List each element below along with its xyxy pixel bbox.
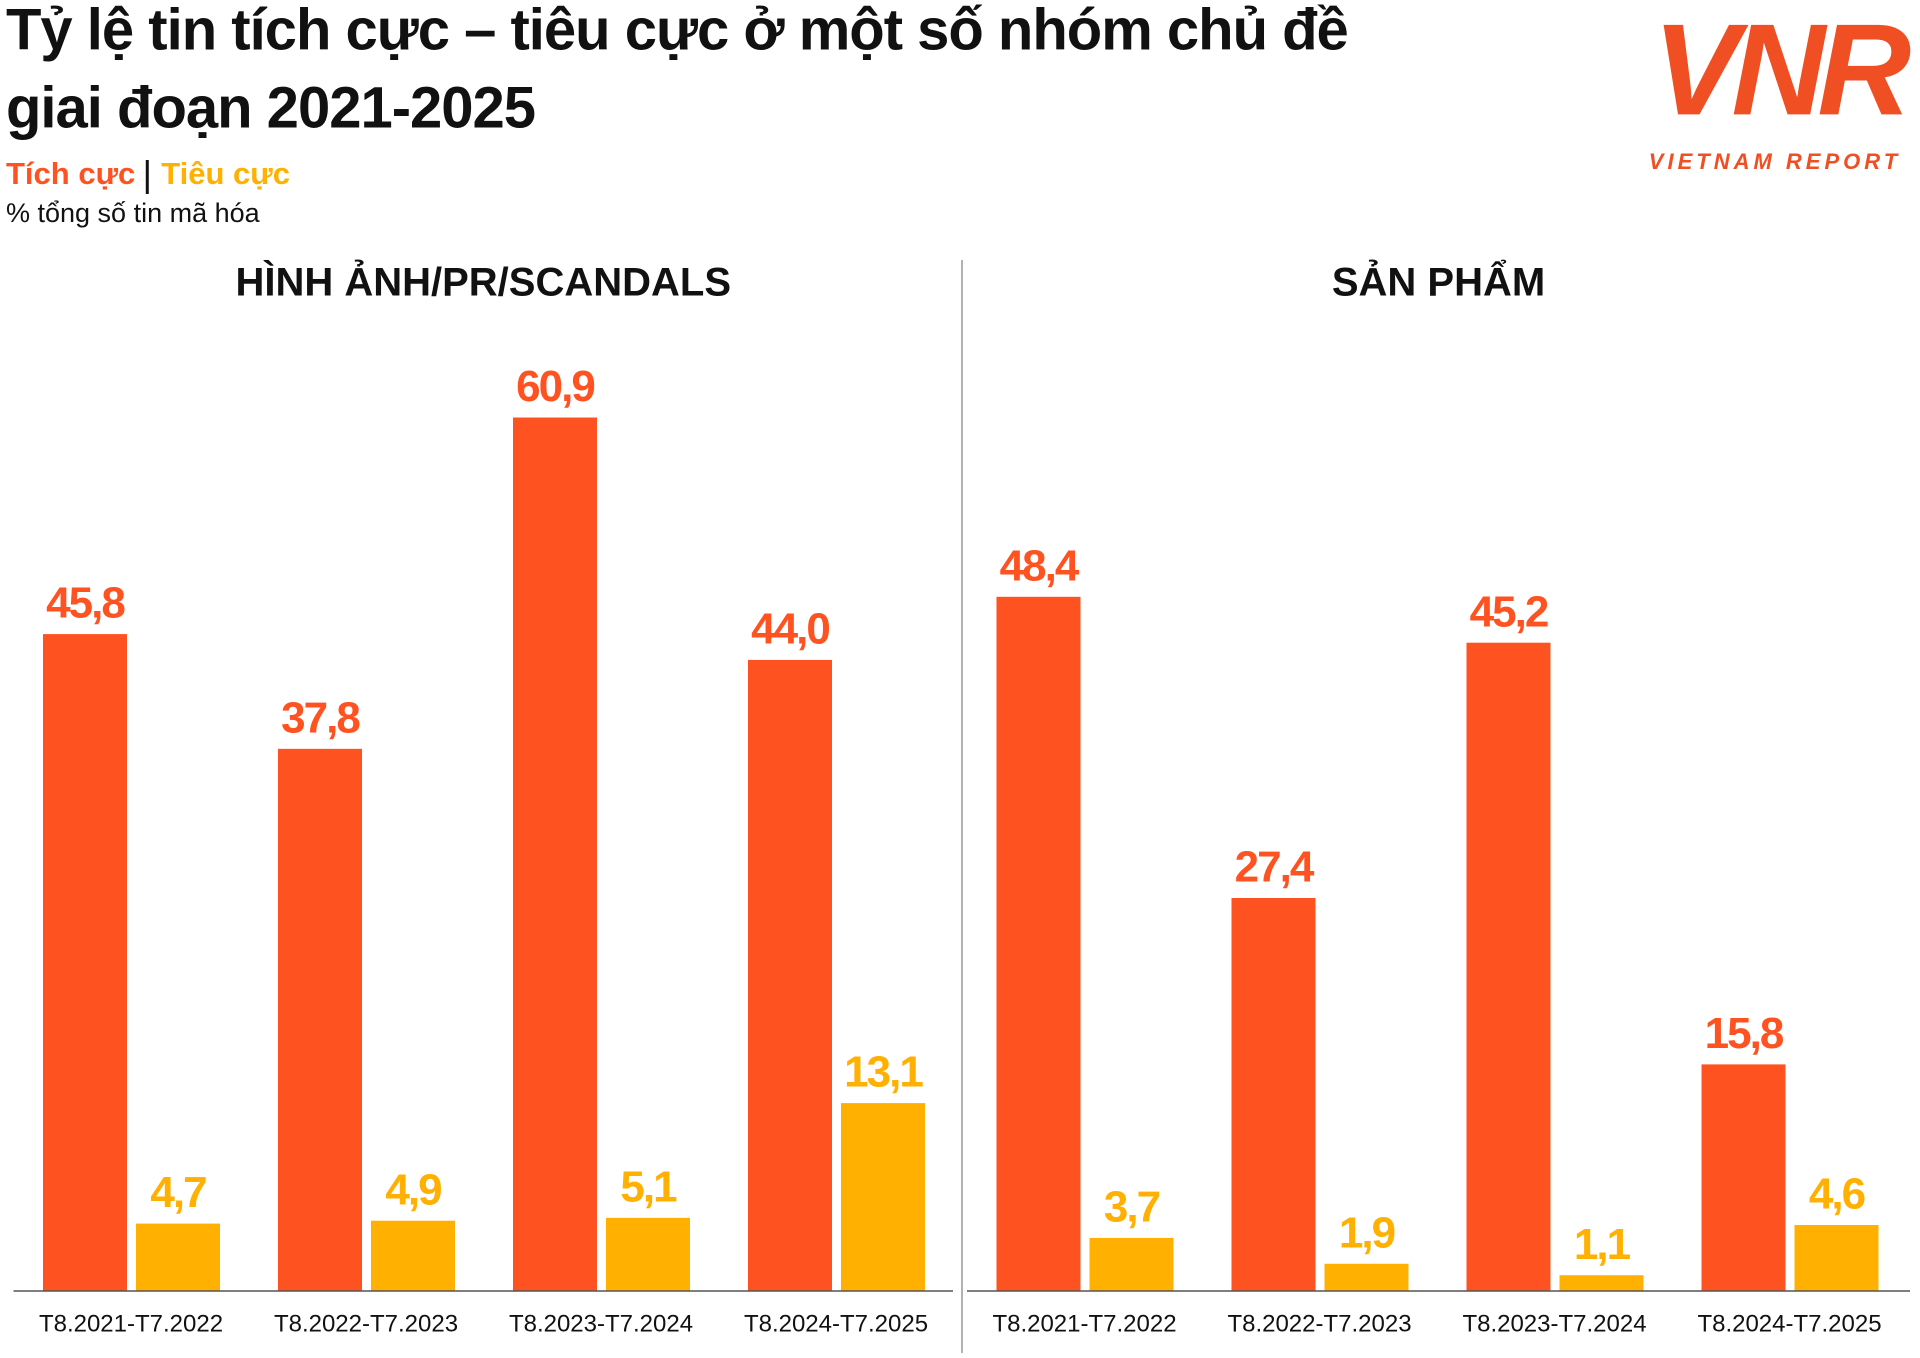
x-tick-label: T8.2022-T7.2023	[1227, 1310, 1411, 1337]
bar	[1701, 1064, 1786, 1291]
bar	[996, 596, 1081, 1291]
data-label: 5,1	[620, 1162, 677, 1211]
chart-title: Tỷ lệ tin tích cực – tiêu cực ở một số n…	[6, 0, 1348, 62]
data-label: 4,6	[1809, 1170, 1865, 1219]
x-tick-label: T8.2023-T7.2024	[1462, 1310, 1646, 1337]
data-label: 1,1	[1574, 1220, 1631, 1269]
panel-title: HÌNH ẢNH/PR/SCANDALS	[235, 259, 731, 305]
bar	[371, 1220, 455, 1291]
data-label: 4,7	[150, 1168, 206, 1217]
data-label: 4,9	[385, 1165, 441, 1214]
bar	[513, 417, 597, 1291]
x-tick-label: T8.2023-T7.2024	[509, 1310, 693, 1337]
bar	[1324, 1263, 1409, 1291]
bar	[1231, 898, 1316, 1291]
bar	[43, 634, 127, 1291]
x-tick-label: T8.2024-T7.2025	[1697, 1310, 1881, 1337]
data-label: 44,0	[751, 605, 829, 654]
data-label: 13,1	[844, 1048, 923, 1097]
data-label: 15,8	[1705, 1009, 1784, 1058]
bar	[748, 659, 832, 1291]
subtitle: % tổng số tin mã hóa	[6, 198, 261, 228]
panel-title: SẢN PHẨM	[1332, 258, 1545, 305]
bar	[1559, 1275, 1644, 1291]
data-label: 3,7	[1104, 1183, 1160, 1232]
bar	[1089, 1237, 1174, 1291]
data-label: 1,9	[1339, 1208, 1395, 1257]
bar	[1466, 642, 1551, 1291]
legend-entry: Tích cực	[6, 156, 135, 191]
data-label: 48,4	[1000, 541, 1080, 590]
bar	[136, 1223, 220, 1291]
bar	[278, 748, 362, 1291]
chart-title: giai đoạn 2021-2025	[6, 75, 535, 140]
data-label: 45,2	[1470, 587, 1548, 636]
logo-mark: VNR	[1653, 0, 1911, 142]
x-tick-label: T8.2021-T7.2022	[39, 1310, 223, 1337]
x-tick-label: T8.2024-T7.2025	[744, 1310, 928, 1337]
logo-text: VIETNAM REPORT	[1649, 149, 1901, 174]
bar	[841, 1103, 925, 1291]
bar	[606, 1217, 690, 1291]
data-label: 45,8	[46, 579, 125, 628]
data-label: 60,9	[516, 362, 594, 411]
x-tick-label: T8.2022-T7.2023	[274, 1310, 458, 1337]
x-tick-label: T8.2021-T7.2022	[992, 1310, 1176, 1337]
data-label: 37,8	[281, 693, 360, 742]
data-label: 27,4	[1235, 843, 1315, 892]
bar	[1794, 1225, 1879, 1291]
legend-entry: Tiêu cực	[161, 156, 290, 191]
